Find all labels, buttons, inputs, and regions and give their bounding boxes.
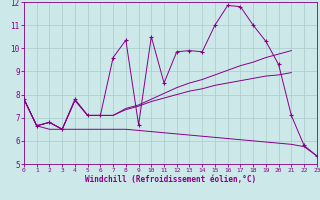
X-axis label: Windchill (Refroidissement éolien,°C): Windchill (Refroidissement éolien,°C) — [85, 175, 256, 184]
